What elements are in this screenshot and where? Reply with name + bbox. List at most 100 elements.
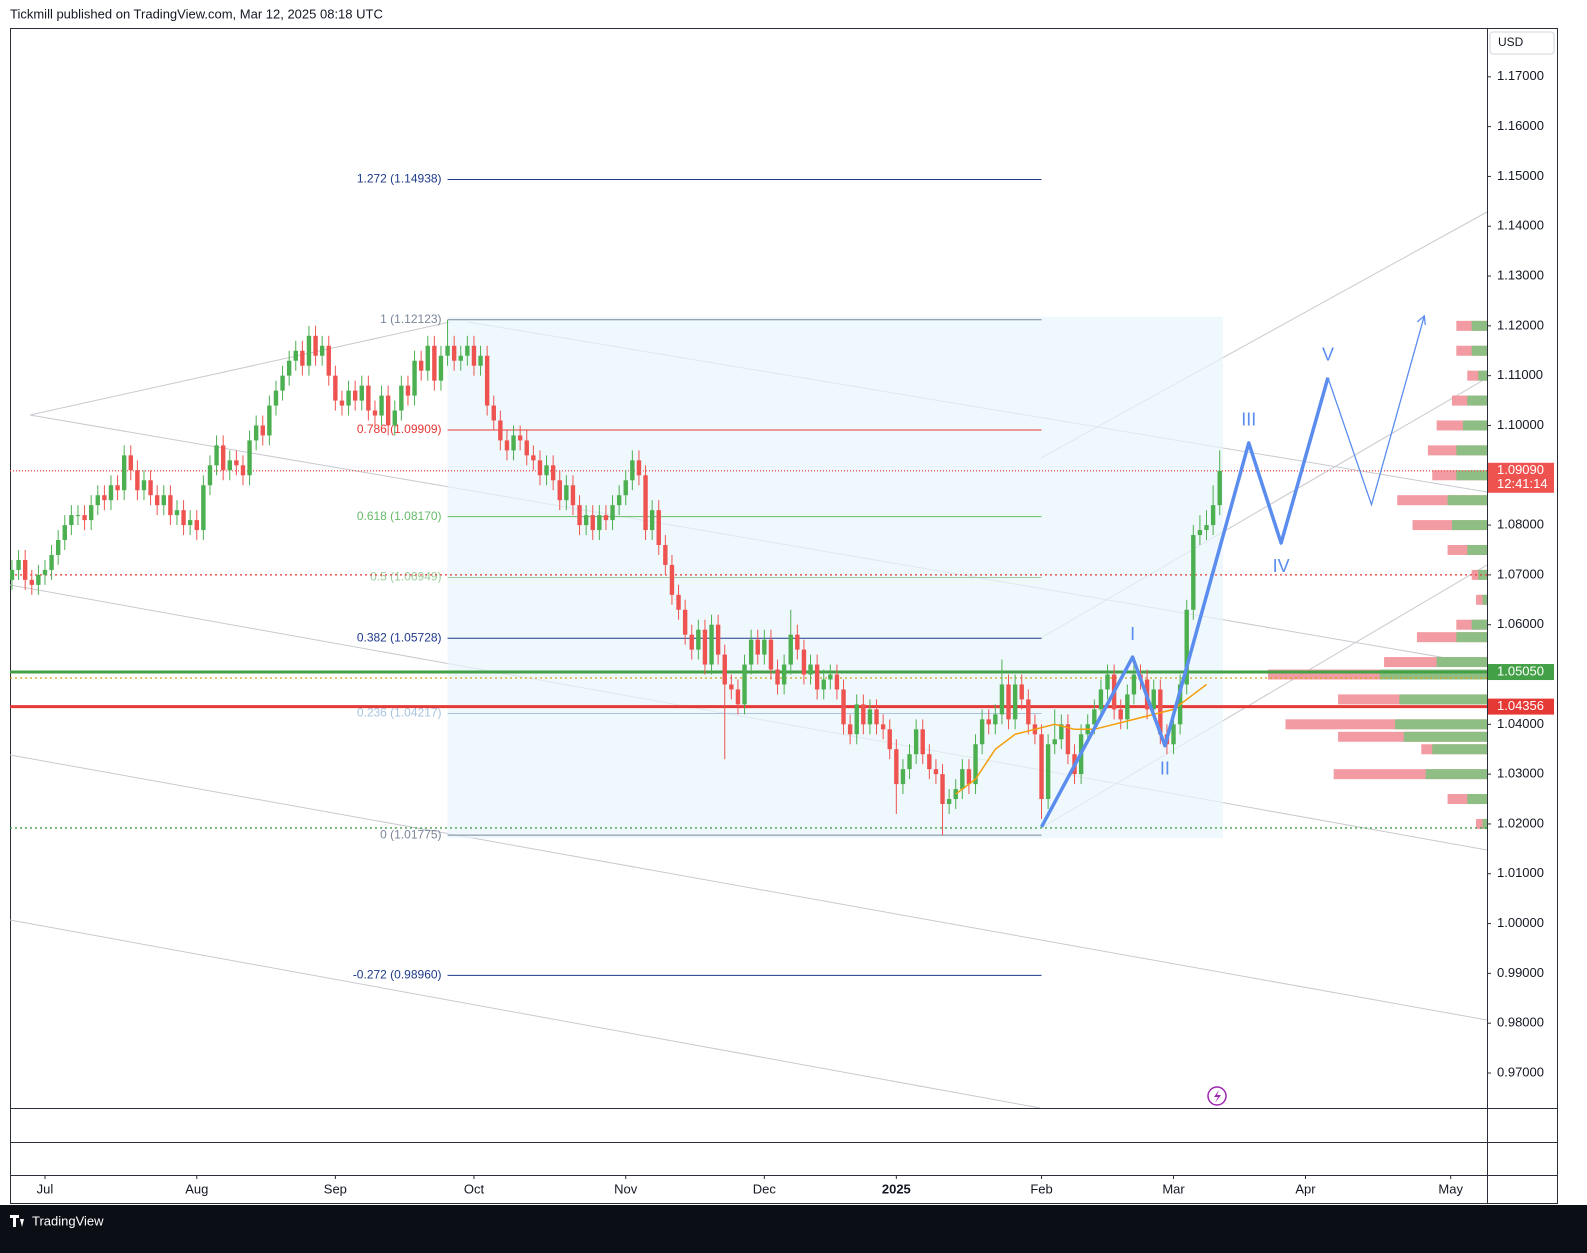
plot: 1.272 (1.14938) 1 (1.12123) 0.786 (1.09909… — [10, 172, 1487, 1108]
candle-body — [333, 375, 338, 401]
profile-buy — [1403, 731, 1487, 742]
y-tick-label: 1.03000 — [1497, 766, 1544, 781]
x-tick-label: 2025 — [882, 1181, 911, 1196]
candle-body — [10, 569, 15, 580]
profile-sell — [1416, 632, 1487, 643]
candle-body — [392, 410, 397, 426]
brand-logo — [10, 1215, 24, 1227]
y-tick-label: 0.99000 — [1497, 965, 1544, 980]
candle-body — [280, 375, 285, 391]
candle-body — [69, 515, 74, 526]
candle-body — [372, 410, 378, 416]
candle-body — [1151, 689, 1156, 710]
fib-label: 0.5 (1.06949) — [370, 570, 441, 584]
candle-body — [1065, 724, 1071, 755]
candle-body — [240, 465, 246, 476]
profile-buy — [1456, 445, 1487, 456]
candle-body — [425, 345, 430, 371]
y-tick-label: 1.11000 — [1497, 367, 1543, 382]
fib-label: 1 (1.12123) — [380, 312, 441, 326]
candle-body — [471, 345, 477, 366]
candle-body — [636, 460, 642, 476]
candle-body — [993, 714, 998, 725]
candle-body — [1039, 734, 1044, 800]
candle-body — [1026, 699, 1031, 725]
candle-body — [498, 420, 503, 441]
candle-body — [181, 510, 186, 526]
profile-buy — [1451, 520, 1487, 531]
candle-body — [207, 465, 213, 486]
candle-body — [366, 385, 371, 411]
candle-body — [174, 510, 180, 516]
candle-body — [927, 754, 932, 770]
wave-label: V — [1322, 344, 1334, 364]
profile-sell — [1456, 619, 1487, 630]
wave-label: II — [1160, 758, 1170, 778]
candle-body — [82, 515, 87, 521]
candle-body — [814, 664, 820, 690]
candle-body — [1204, 525, 1209, 531]
candle-body — [669, 564, 675, 595]
candle-body — [102, 495, 107, 501]
profile-sell — [1268, 669, 1487, 680]
candle-body — [557, 480, 562, 501]
candle-body — [834, 674, 840, 690]
candle-body — [412, 360, 417, 396]
candle-body — [768, 639, 774, 670]
candle-body — [1197, 530, 1203, 536]
candle-body — [531, 455, 536, 461]
candle-body — [55, 540, 61, 555]
candle-body — [313, 335, 318, 356]
candle-body — [135, 470, 140, 491]
candle-body — [564, 485, 569, 501]
candle-body — [339, 400, 345, 406]
profile-buy — [1482, 594, 1487, 605]
candle-body — [405, 385, 411, 396]
candle-body — [590, 515, 595, 531]
candle-body — [762, 639, 767, 655]
profile-sell — [1476, 818, 1487, 829]
y-tick-label: 1.12000 — [1497, 317, 1544, 332]
candle-body — [583, 515, 589, 526]
candle-body — [643, 475, 648, 531]
candle-body — [755, 639, 760, 655]
price-tag-label: 1.09090 — [1497, 462, 1544, 477]
candle-body — [735, 689, 741, 705]
y-tick-label: 1.04000 — [1497, 716, 1544, 731]
candle-body — [1105, 674, 1110, 690]
candle-body — [385, 395, 391, 426]
candle-body — [1052, 739, 1057, 745]
x-tick-label: Sep — [324, 1181, 347, 1196]
candle-body — [986, 719, 991, 725]
y-tick-label: 0.98000 — [1497, 1015, 1544, 1030]
profile-buy — [1395, 719, 1487, 730]
currency-box[interactable] — [1489, 31, 1555, 55]
candle-body — [49, 554, 54, 570]
candle-body — [828, 674, 833, 680]
fib-label: 0.618 (1.08170) — [357, 509, 442, 523]
candle-body — [630, 460, 635, 481]
candle-body — [478, 355, 483, 366]
profile-buy — [1471, 619, 1487, 630]
profile-sell — [1412, 520, 1487, 531]
candle-body — [1045, 744, 1051, 800]
candle-body — [465, 345, 470, 356]
candle-body — [1092, 709, 1097, 725]
candle-body — [570, 485, 576, 506]
candle-body — [220, 445, 226, 471]
price-tag-label: 1.05050 — [1497, 663, 1544, 678]
profile-buy — [1456, 470, 1487, 481]
candle-body — [544, 465, 549, 476]
candle-body — [894, 749, 899, 785]
candle-body — [273, 390, 279, 406]
candle-body — [491, 405, 496, 421]
y-tick-label: 1.17000 — [1497, 68, 1544, 83]
candle-body — [537, 460, 543, 476]
candle-body — [649, 510, 655, 531]
profile-sell — [1467, 370, 1487, 381]
candle-body — [788, 634, 793, 665]
profile-sell — [1384, 657, 1487, 668]
profile-buy — [1467, 544, 1487, 555]
